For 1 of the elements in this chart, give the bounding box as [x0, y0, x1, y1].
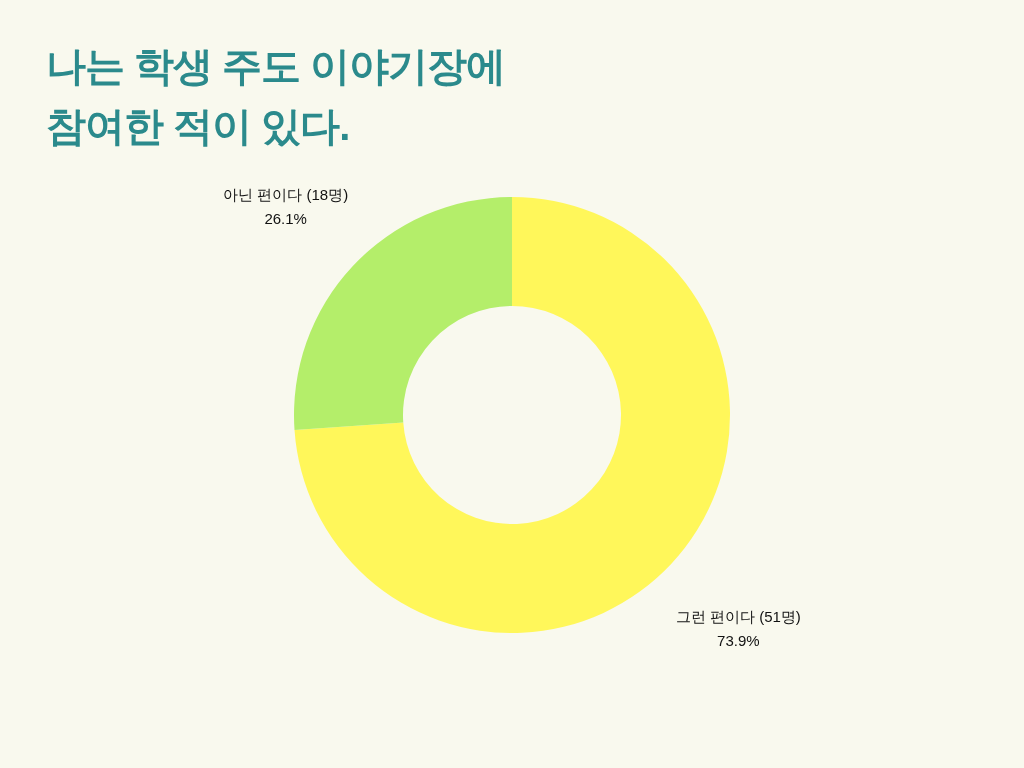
chart-title: 나는 학생 주도 이야기장에 참여한 적이 있다.	[46, 43, 506, 150]
